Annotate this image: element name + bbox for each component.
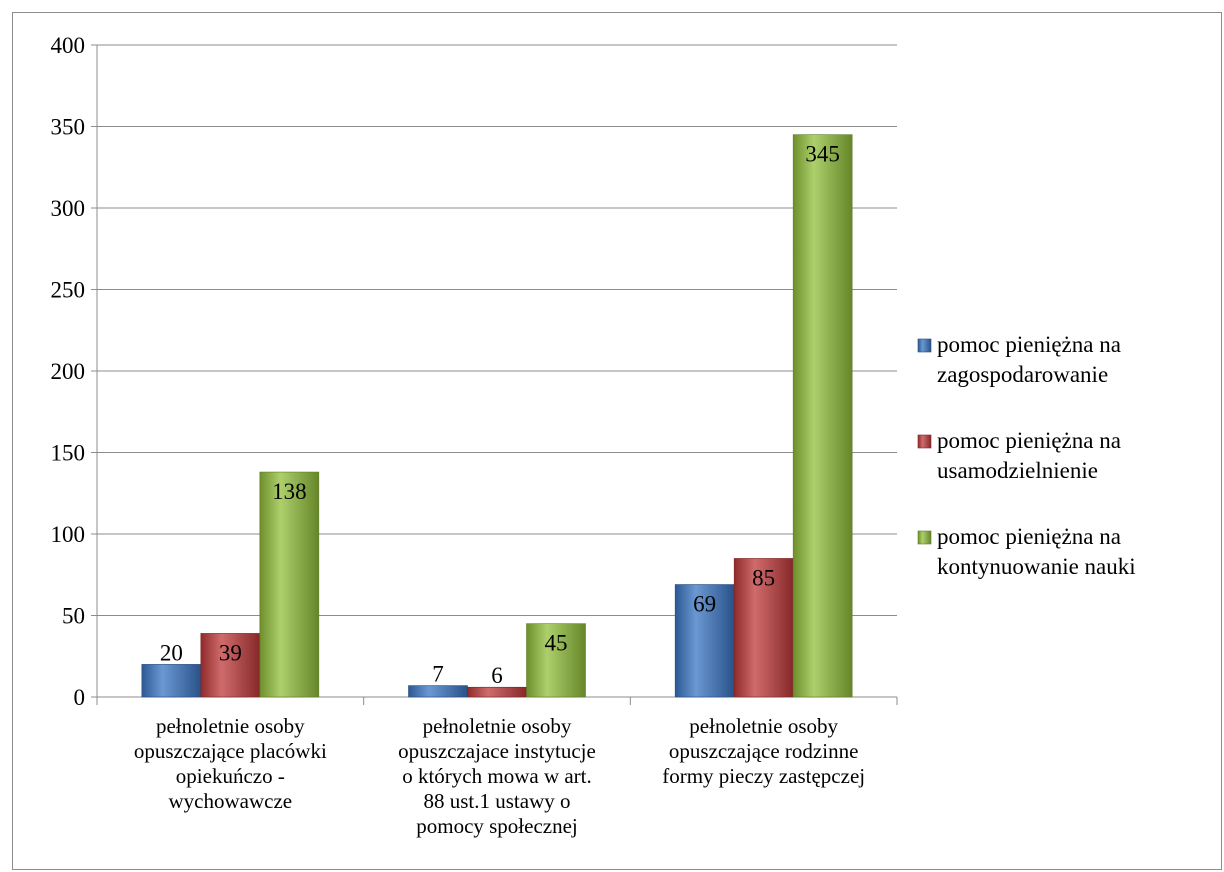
bar — [259, 471, 320, 698]
x-category-label-line: opuszczajace instytucje — [398, 739, 596, 763]
y-tick-label: 0 — [74, 685, 86, 710]
y-tick-label: 50 — [62, 604, 85, 629]
data-label: 138 — [272, 479, 307, 504]
legend-label-line: usamodzielnienie — [937, 458, 1098, 483]
legend-label: pomoc pieniężna na usamodzielnienie — [937, 428, 1121, 483]
y-tick-label: 250 — [51, 278, 86, 303]
x-category-label-line: pełnoletnie osoby — [423, 714, 572, 738]
legend-label-line: zagospodarowanie — [937, 362, 1108, 387]
axes: 0 50 100 150 200 250 300 350 400 pełnoletnie osob… — [51, 33, 898, 838]
legend-swatch — [917, 434, 932, 449]
bar — [674, 584, 735, 698]
data-labels: 20 39 138 7 6 45 69 85 345 — [160, 142, 840, 689]
data-label: 20 — [160, 640, 183, 665]
bar — [733, 558, 794, 698]
bars — [141, 134, 853, 698]
x-category-label-line: 88 ust.1 ustawy o — [424, 789, 571, 813]
x-category-label-line: pomocy społecznej — [416, 814, 578, 838]
y-tick-label: 150 — [51, 441, 86, 466]
x-category-label: pełnoletnie osoby opuszczające rodzinne fo… — [662, 714, 865, 788]
y-tick-label: 200 — [51, 359, 86, 384]
y-tick-label: 400 — [51, 33, 86, 58]
bar — [141, 664, 202, 698]
legend-swatch — [917, 338, 932, 353]
legend-label-line: pomoc pieniężna na — [937, 332, 1121, 357]
data-label: 6 — [491, 663, 503, 688]
bar — [526, 623, 586, 698]
data-label: 345 — [805, 142, 840, 167]
y-tick-label: 350 — [51, 115, 86, 140]
legend-swatch — [917, 530, 932, 545]
data-label: 39 — [219, 640, 242, 665]
y-tick-label: 100 — [51, 522, 86, 547]
x-category-label-line: opuszczające placówki — [134, 739, 327, 763]
y-tick-label: 300 — [51, 196, 86, 221]
x-category-label-line: opuszczające rodzinne — [669, 739, 858, 763]
bar-chart: 0 50 100 150 200 250 300 350 400 pełnoletnie osob… — [51, 33, 1136, 838]
data-label: 85 — [752, 565, 775, 590]
x-category-label-line: pełnoletnie osoby — [156, 714, 305, 738]
legend-label-line: pomoc pieniężna na — [937, 524, 1121, 549]
chart-frame: 0 50 100 150 200 250 300 350 400 pełnoletnie osob… — [12, 12, 1222, 870]
bar — [200, 633, 261, 698]
data-label: 7 — [432, 662, 444, 687]
x-category-label-line: opiekuńczo - — [176, 764, 285, 788]
x-category-label-line: pełnoletnie osoby — [689, 714, 838, 738]
bar — [467, 686, 527, 698]
legend-label: pomoc pieniężna na kontynuowanie nauki — [937, 524, 1136, 579]
x-category-label-line: o których mowa w art. — [402, 764, 592, 788]
bar — [792, 134, 853, 698]
legend: pomoc pieniężna na zagospodarowaniepomoc … — [917, 332, 1136, 579]
legend-label-line: pomoc pieniężna na — [937, 428, 1121, 453]
legend-label: pomoc pieniężna na zagospodarowanie — [937, 332, 1121, 387]
x-category-label-line: formy pieczy zastępczej — [662, 764, 865, 788]
gridlines — [97, 44, 897, 616]
data-label: 69 — [693, 592, 716, 617]
data-label: 45 — [545, 631, 568, 656]
legend-label-line: kontynuowanie nauki — [937, 554, 1136, 579]
bar — [408, 685, 468, 698]
x-category-label-line: wychowawcze — [169, 789, 293, 813]
x-category-label: pełnoletnie osoby opuszczajace instytucje… — [398, 714, 596, 838]
x-category-label: pełnoletnie osoby opuszczające placówki op… — [134, 714, 327, 813]
